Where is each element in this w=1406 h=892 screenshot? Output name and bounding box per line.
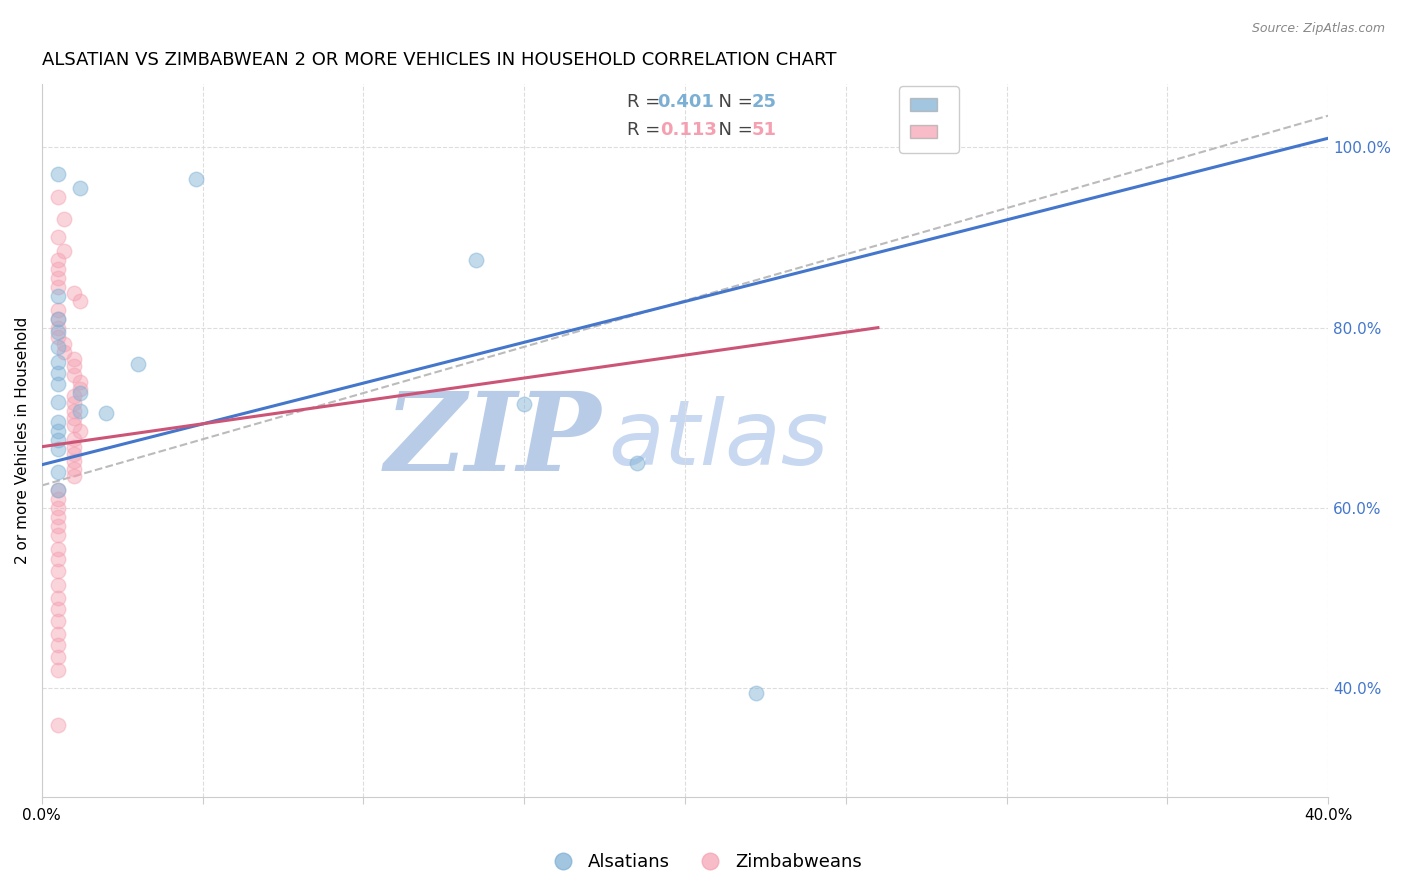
- Text: atlas: atlas: [607, 396, 828, 484]
- Point: [63, 440, 86, 454]
- Point: [69, 385, 91, 400]
- Text: Source: ZipAtlas.com: Source: ZipAtlas.com: [1251, 22, 1385, 36]
- Text: 51: 51: [752, 121, 778, 139]
- Point: [63, 286, 86, 301]
- Text: 0.401: 0.401: [657, 93, 714, 111]
- Point: [46, 329, 69, 343]
- Point: [46, 483, 69, 497]
- Point: [63, 410, 86, 425]
- Point: [46, 355, 69, 369]
- Point: [63, 418, 86, 433]
- Point: [63, 432, 86, 446]
- Point: [46, 564, 69, 578]
- Point: [513, 397, 536, 411]
- Y-axis label: 2 or more Vehicles in Household: 2 or more Vehicles in Household: [15, 317, 30, 564]
- Point: [69, 382, 91, 396]
- Point: [46, 325, 69, 339]
- Point: [127, 357, 149, 371]
- Point: [46, 510, 69, 524]
- Point: [46, 311, 69, 326]
- Point: [46, 541, 69, 556]
- Legend: , : ,: [900, 86, 959, 153]
- Point: [46, 552, 69, 566]
- Point: [46, 465, 69, 479]
- Point: [46, 442, 69, 457]
- Point: [46, 262, 69, 277]
- Point: [46, 483, 69, 497]
- Point: [46, 394, 69, 409]
- Point: [63, 396, 86, 410]
- Point: [63, 462, 86, 476]
- Point: [46, 528, 69, 542]
- Point: [46, 664, 69, 678]
- Text: ZIP: ZIP: [385, 386, 602, 494]
- Point: [46, 649, 69, 664]
- Text: N =: N =: [707, 93, 758, 111]
- Legend: Alsatians, Zimbabweans: Alsatians, Zimbabweans: [537, 847, 869, 879]
- Text: N =: N =: [707, 121, 758, 139]
- Point: [46, 320, 69, 334]
- Point: [69, 375, 91, 389]
- Point: [46, 289, 69, 303]
- Text: R =: R =: [627, 121, 672, 139]
- Point: [46, 366, 69, 380]
- Point: [69, 425, 91, 439]
- Point: [46, 519, 69, 533]
- Point: [63, 447, 86, 461]
- Point: [53, 212, 76, 227]
- Point: [46, 341, 69, 355]
- Point: [46, 434, 69, 448]
- Point: [46, 501, 69, 516]
- Point: [53, 337, 76, 351]
- Text: 0.113: 0.113: [661, 121, 717, 139]
- Point: [46, 167, 69, 181]
- Point: [46, 190, 69, 204]
- Point: [63, 352, 86, 367]
- Point: [69, 293, 91, 308]
- Point: [46, 376, 69, 391]
- Point: [46, 271, 69, 285]
- Point: [186, 171, 208, 186]
- Text: R =: R =: [627, 93, 666, 111]
- Point: [46, 591, 69, 606]
- Point: [46, 311, 69, 326]
- Point: [63, 454, 86, 468]
- Point: [63, 403, 86, 417]
- Point: [46, 578, 69, 592]
- Point: [69, 403, 91, 417]
- Point: [94, 406, 117, 420]
- Point: [46, 627, 69, 641]
- Point: [53, 244, 76, 258]
- Text: 25: 25: [752, 93, 778, 111]
- Point: [46, 302, 69, 317]
- Point: [46, 252, 69, 267]
- Point: [63, 469, 86, 483]
- Point: [46, 415, 69, 429]
- Point: [626, 456, 648, 470]
- Point: [46, 425, 69, 439]
- Point: [69, 181, 91, 195]
- Text: ALSATIAN VS ZIMBABWEAN 2 OR MORE VEHICLES IN HOUSEHOLD CORRELATION CHART: ALSATIAN VS ZIMBABWEAN 2 OR MORE VEHICLE…: [42, 51, 837, 69]
- Point: [46, 638, 69, 652]
- Point: [46, 491, 69, 506]
- Point: [53, 345, 76, 359]
- Point: [46, 602, 69, 616]
- Point: [63, 359, 86, 374]
- Point: [63, 389, 86, 403]
- Point: [46, 280, 69, 294]
- Point: [46, 717, 69, 731]
- Point: [46, 230, 69, 244]
- Point: [46, 614, 69, 628]
- Point: [744, 686, 766, 700]
- Point: [63, 368, 86, 382]
- Point: [465, 252, 488, 267]
